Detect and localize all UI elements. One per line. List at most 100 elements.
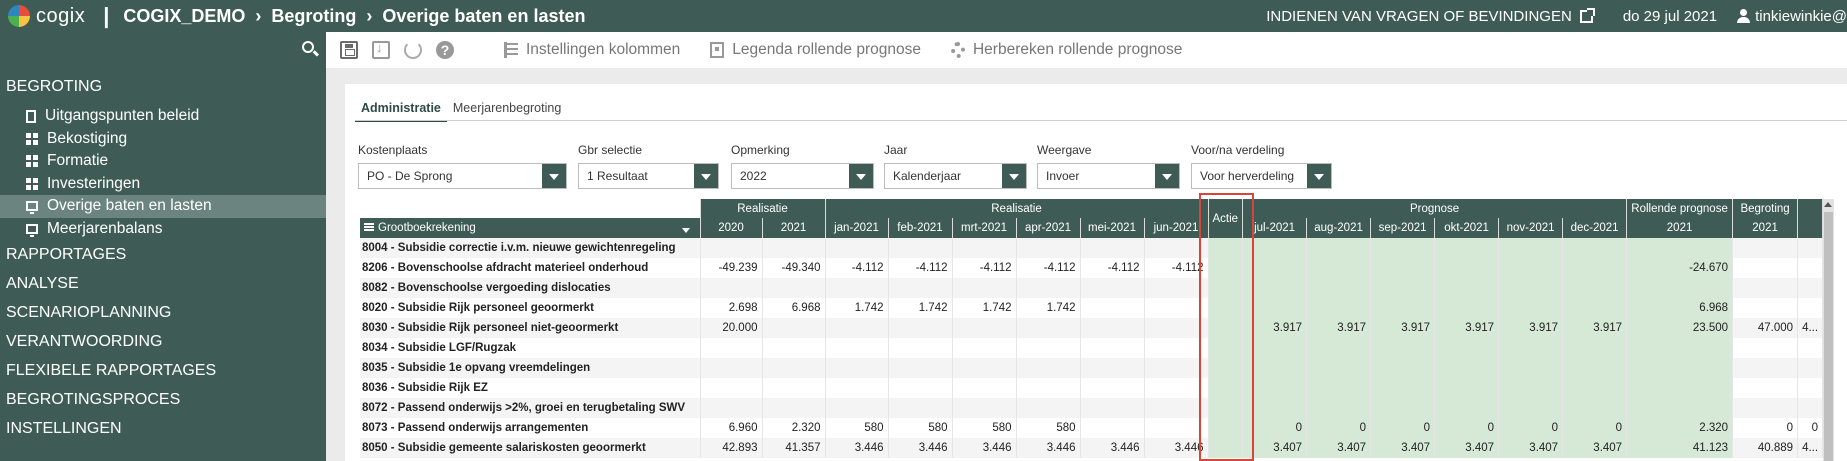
table-row[interactable]: 8206 - Bovenschoolse afdracht materieel … bbox=[360, 258, 1824, 278]
table-cell[interactable] bbox=[1306, 258, 1372, 278]
table-cell[interactable]: 23.500 bbox=[1626, 318, 1734, 338]
sidebar-section-rapportages[interactable]: RAPPORTAGES bbox=[6, 246, 127, 263]
table-cell[interactable]: 0 bbox=[1306, 418, 1372, 438]
sidebar-item-bekostiging[interactable]: Bekostiging bbox=[0, 128, 326, 151]
table-cell[interactable] bbox=[1306, 338, 1372, 358]
redo-icon[interactable] bbox=[404, 41, 422, 59]
table-row[interactable]: 8034 - Subsidie LGF/Rugzak bbox=[360, 338, 1824, 358]
recalculate-button[interactable]: Herbereken rollende prognose bbox=[950, 41, 1182, 59]
scrollbar-thumb[interactable] bbox=[1824, 212, 1833, 461]
column-header[interactable]: 2021 bbox=[1626, 218, 1734, 238]
column-header[interactable]: sep-2021 bbox=[1370, 218, 1436, 238]
sidebar-item-formatie[interactable]: Formatie bbox=[0, 150, 326, 173]
weergave-select[interactable]: Invoer bbox=[1037, 163, 1180, 189]
table-cell[interactable] bbox=[1242, 278, 1308, 298]
table-cell[interactable] bbox=[1562, 278, 1628, 298]
table-cell[interactable] bbox=[1562, 398, 1628, 418]
table-cell[interactable] bbox=[1498, 338, 1564, 358]
table-cell[interactable] bbox=[1626, 278, 1734, 298]
table-cell[interactable] bbox=[1562, 298, 1628, 318]
user-name[interactable]: tinkiewinkie@ bbox=[1755, 7, 1847, 25]
table-row[interactable]: 8036 - Subsidie Rijk EZ bbox=[360, 378, 1824, 398]
table-cell[interactable]: 3.917 bbox=[1306, 318, 1372, 338]
table-cell[interactable] bbox=[1242, 298, 1308, 318]
table-cell[interactable] bbox=[1370, 358, 1436, 378]
table-cell[interactable] bbox=[1434, 338, 1500, 358]
chevron-down-icon[interactable] bbox=[694, 164, 718, 188]
sidebar-section-instellingen[interactable]: INSTELLINGEN bbox=[6, 420, 122, 437]
table-cell[interactable] bbox=[1498, 258, 1564, 278]
table-cell[interactable]: 0 bbox=[1498, 418, 1564, 438]
table-cell[interactable] bbox=[1562, 358, 1628, 378]
chevron-down-icon[interactable] bbox=[542, 164, 566, 188]
menu-icon[interactable] bbox=[364, 223, 374, 231]
column-header[interactable]: jan-2021 bbox=[825, 218, 889, 238]
external-link-icon[interactable] bbox=[1579, 7, 1595, 23]
table-cell[interactable] bbox=[1370, 378, 1436, 398]
sidebar-section-analyse[interactable]: ANALYSE bbox=[6, 275, 79, 292]
column-header[interactable]: jun-2021 bbox=[1144, 218, 1209, 238]
table-cell[interactable]: -24.670 bbox=[1626, 258, 1734, 278]
table-cell[interactable] bbox=[1242, 378, 1308, 398]
actie-cell[interactable] bbox=[1208, 378, 1244, 398]
table-cell[interactable] bbox=[1306, 398, 1372, 418]
table-cell[interactable]: 3.407 bbox=[1498, 438, 1564, 458]
table-cell[interactable] bbox=[1626, 338, 1734, 358]
table-cell[interactable]: 0 bbox=[1434, 418, 1500, 438]
table-cell[interactable] bbox=[1306, 298, 1372, 318]
actie-cell[interactable] bbox=[1208, 418, 1244, 438]
table-row[interactable]: 8035 - Subsidie 1e opvang vreemdelingen bbox=[360, 358, 1824, 378]
table-cell[interactable]: 3.917 bbox=[1498, 318, 1564, 338]
table-row[interactable]: 8050 - Subsidie gemeente salariskosten g… bbox=[360, 438, 1824, 458]
column-header[interactable]: jul-2021 bbox=[1242, 218, 1308, 238]
table-row[interactable]: 8030 - Subsidie Rijk personeel niet-geoo… bbox=[360, 318, 1824, 338]
logo[interactable]: cogix bbox=[8, 5, 85, 28]
actie-cell[interactable] bbox=[1208, 338, 1244, 358]
column-header[interactable]: mrt-2021 bbox=[952, 218, 1017, 238]
column-header-grootboekrekening[interactable]: Grootboekrekening bbox=[360, 218, 701, 238]
sidebar-section-scenarioplanning[interactable]: SCENARIOPLANNING bbox=[6, 304, 172, 321]
table-cell[interactable] bbox=[1562, 338, 1628, 358]
table-cell[interactable]: 0 bbox=[1242, 418, 1308, 438]
sidebar-item-uitgangspunten[interactable]: Uitgangspunten beleid bbox=[0, 105, 326, 128]
table-cell[interactable]: 3.407 bbox=[1434, 438, 1500, 458]
legend-button[interactable]: Legenda rollende prognose bbox=[710, 41, 921, 59]
breadcrumb-item[interactable]: COGIX_DEMO bbox=[123, 5, 246, 26]
sidebar-section-flexibele-rapportages[interactable]: FLEXIBELE RAPPORTAGES bbox=[6, 362, 217, 379]
table-cell[interactable] bbox=[1370, 238, 1436, 258]
table-cell[interactable] bbox=[1498, 238, 1564, 258]
chevron-down-icon[interactable] bbox=[1155, 164, 1179, 188]
chevron-down-icon[interactable] bbox=[681, 228, 690, 233]
table-cell[interactable] bbox=[1306, 358, 1372, 378]
table-cell[interactable] bbox=[1626, 238, 1734, 258]
table-cell[interactable] bbox=[1242, 258, 1308, 278]
chevron-down-icon[interactable] bbox=[1307, 164, 1331, 188]
table-row[interactable]: 8004 - Subsidie correctie i.v.m. nieuwe … bbox=[360, 238, 1824, 258]
table-cell[interactable]: 3.917 bbox=[1370, 318, 1436, 338]
report-link[interactable]: INDIENEN VAN VRAGEN OF BEVINDINGEN bbox=[1266, 7, 1572, 25]
table-cell[interactable] bbox=[1434, 238, 1500, 258]
actie-cell[interactable] bbox=[1208, 298, 1244, 318]
table-row[interactable]: 8082 - Bovenschoolse vergoeding dislocat… bbox=[360, 278, 1824, 298]
table-cell[interactable] bbox=[1434, 298, 1500, 318]
sidebar-item-meerjarenbalans[interactable]: Meerjarenbalans bbox=[0, 218, 326, 241]
sidebar-item-overige-baten[interactable]: Overige baten en lasten bbox=[0, 195, 326, 218]
table-cell[interactable] bbox=[1306, 238, 1372, 258]
table-cell[interactable]: 3.407 bbox=[1306, 438, 1372, 458]
table-cell[interactable] bbox=[1370, 398, 1436, 418]
table-cell[interactable] bbox=[1498, 278, 1564, 298]
table-cell[interactable] bbox=[1434, 398, 1500, 418]
download-icon[interactable] bbox=[372, 40, 390, 59]
column-header[interactable]: feb-2021 bbox=[888, 218, 953, 238]
table-cell[interactable] bbox=[1498, 358, 1564, 378]
table-cell[interactable] bbox=[1562, 238, 1628, 258]
sidebar-section-begroting[interactable]: BEGROTING bbox=[6, 78, 103, 95]
sidebar-section-verantwoording[interactable]: VERANTWOORDING bbox=[6, 333, 163, 350]
search-icon[interactable] bbox=[302, 41, 314, 53]
actie-cell[interactable] bbox=[1208, 238, 1244, 258]
table-cell[interactable] bbox=[1434, 258, 1500, 278]
column-header[interactable]: 2021 bbox=[762, 218, 826, 238]
table-cell[interactable]: 3.917 bbox=[1242, 318, 1308, 338]
table-cell[interactable] bbox=[1626, 378, 1734, 398]
column-header[interactable]: mei-2021 bbox=[1080, 218, 1145, 238]
